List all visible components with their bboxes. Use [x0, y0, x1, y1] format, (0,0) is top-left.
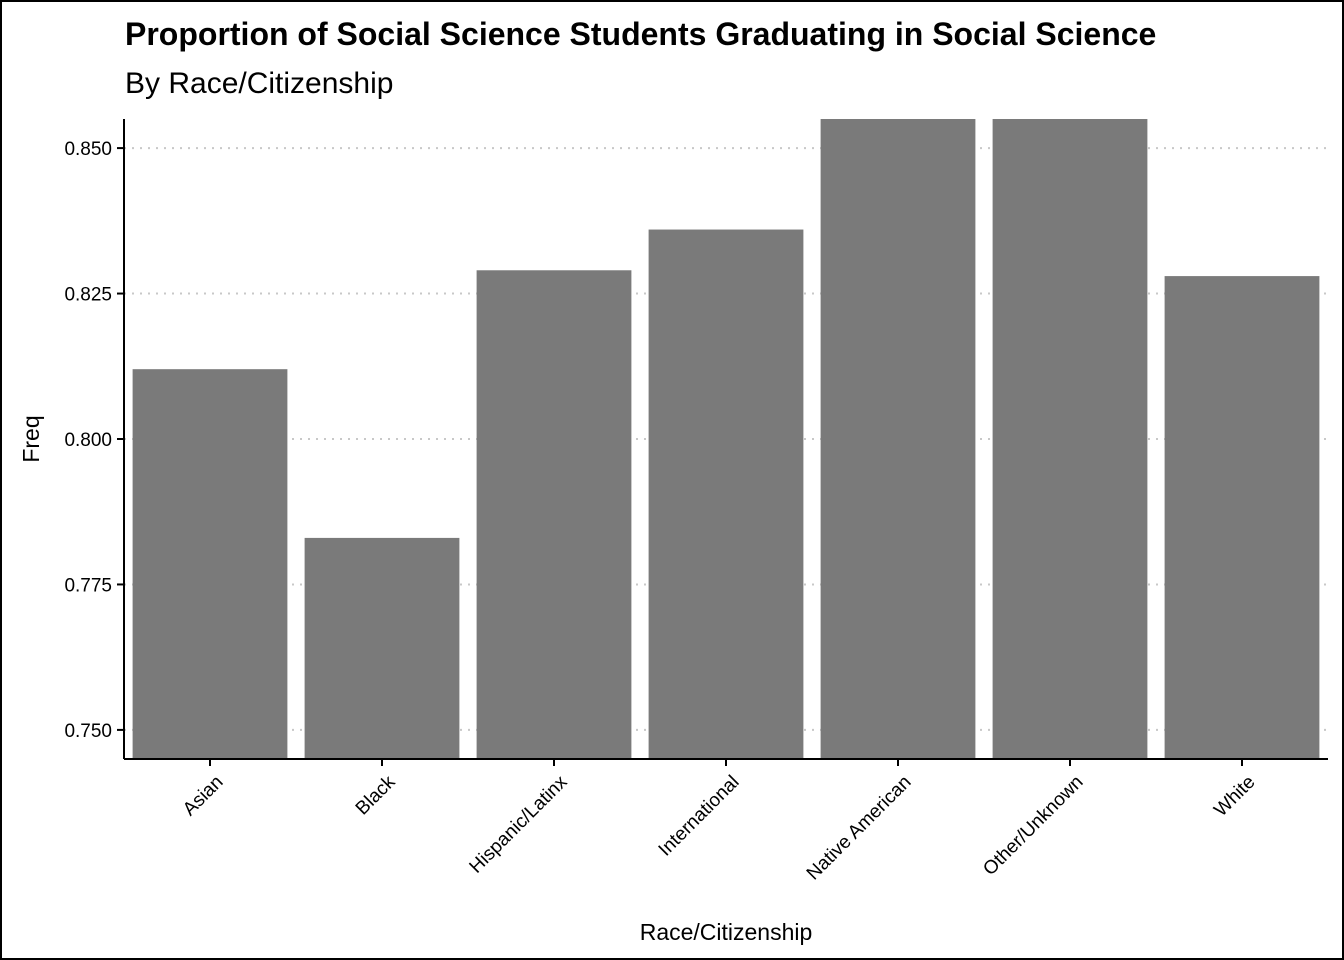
bar [820, 119, 976, 759]
chart-subtitle: By Race/Citizenship [125, 67, 393, 100]
bars [132, 119, 1320, 759]
bar [476, 270, 632, 759]
y-tick-label: 0.750 [64, 721, 112, 742]
y-tick-label: 0.775 [64, 575, 112, 596]
y-tick-label: 0.825 [64, 285, 112, 306]
x-axis-title: Race/Citizenship [640, 919, 813, 945]
bar [992, 119, 1148, 759]
bar [132, 369, 288, 759]
y-tick-label: 0.800 [64, 430, 112, 451]
x-tick-label: Black [352, 771, 400, 819]
y-tick-label: 0.850 [64, 139, 112, 160]
x-tick-label: Hispanic/Latinx [466, 771, 572, 877]
bar [1164, 276, 1320, 759]
bar [304, 537, 460, 759]
y-axis-title: Freq [18, 415, 44, 462]
x-tick-label: Asian [179, 772, 227, 820]
chart-title: Proportion of Social Science Students Gr… [125, 16, 1156, 52]
x-tick-label: Other/Unknown [979, 772, 1087, 880]
bar [648, 229, 804, 759]
x-tick-label: Native American [803, 772, 916, 885]
x-tick-label: White [1210, 772, 1259, 821]
x-tick-label: International [655, 772, 744, 861]
x-axis-ticks: Asian Black Hispanic/Latinx International Na… [179, 759, 1260, 885]
y-axis-ticks: 0.750 0.775 0.800 0.825 0.850 [64, 139, 124, 742]
